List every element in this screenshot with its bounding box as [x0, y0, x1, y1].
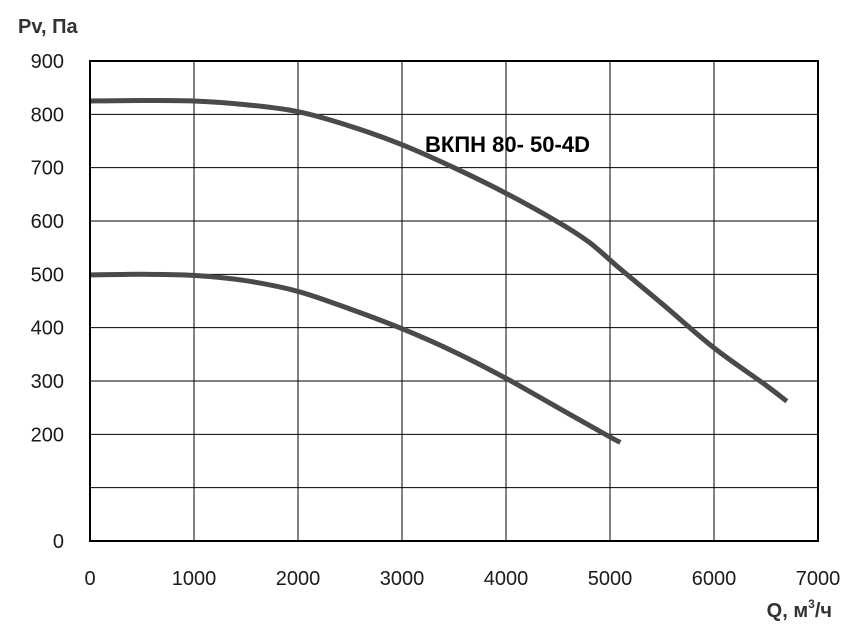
x-tick-label: 7000	[796, 568, 841, 590]
series-line-2	[89, 271, 622, 445]
y-tick-label: 500	[31, 264, 64, 286]
y-tick-label: 300	[31, 371, 64, 393]
x-tick-label: 5000	[588, 568, 633, 590]
curves	[89, 97, 789, 445]
x-axis-title-main: Q, м	[767, 600, 808, 622]
series-line-1	[89, 97, 789, 404]
plot-frame	[89, 60, 819, 542]
y-tick-label: 700	[31, 158, 64, 180]
x-tick-label: 3000	[380, 568, 425, 590]
y-axis-title: Pv, Па	[18, 16, 78, 38]
x-tick-label: 6000	[692, 568, 737, 590]
x-tick-label: 1000	[172, 568, 217, 590]
y-tick-label: 0	[53, 531, 64, 553]
x-axis-title: Q, м3/ч	[767, 597, 832, 622]
chart-title: ВКПН 80- 50-4D	[425, 132, 590, 157]
x-axis-title-superscript: 3	[808, 597, 815, 611]
y-tick-label: 600	[31, 211, 64, 233]
x-tick-label: 4000	[484, 568, 529, 590]
y-tick-label: 400	[31, 318, 64, 340]
x-tick-label: 2000	[276, 568, 321, 590]
y-tick-label: 800	[31, 104, 64, 126]
y-tick-label: 900	[31, 51, 64, 73]
y-tick-label: 200	[31, 424, 64, 446]
x-tick-label: 0	[84, 568, 95, 590]
tick-labels: 0 1000 2000 3000 4000 5000 6000 7000 0 200 300 400 5…	[31, 51, 841, 590]
x-axis-title-tail: /ч	[815, 600, 832, 622]
